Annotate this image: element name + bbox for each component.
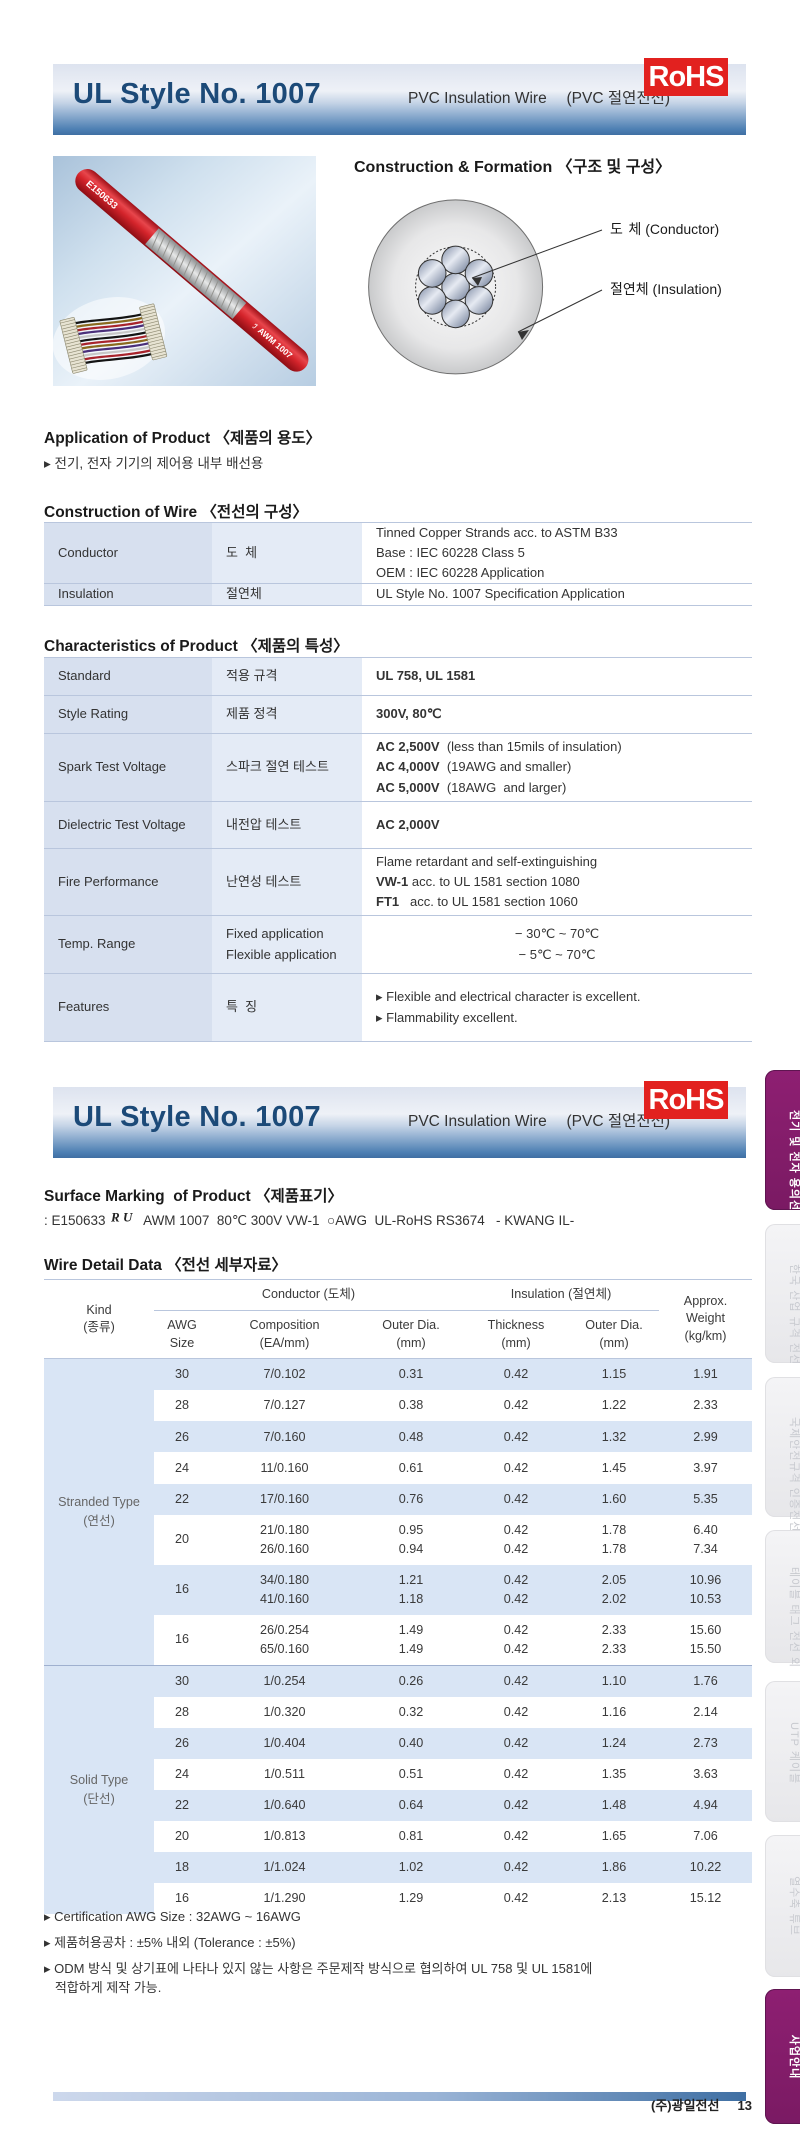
svg-text:R: R <box>111 1210 120 1225</box>
svg-text:절연체 (Insulation): 절연체 (Insulation) <box>610 281 722 297</box>
svg-text:도 체 (Conductor): 도 체 (Conductor) <box>610 221 719 237</box>
svg-text:U: U <box>123 1210 133 1225</box>
